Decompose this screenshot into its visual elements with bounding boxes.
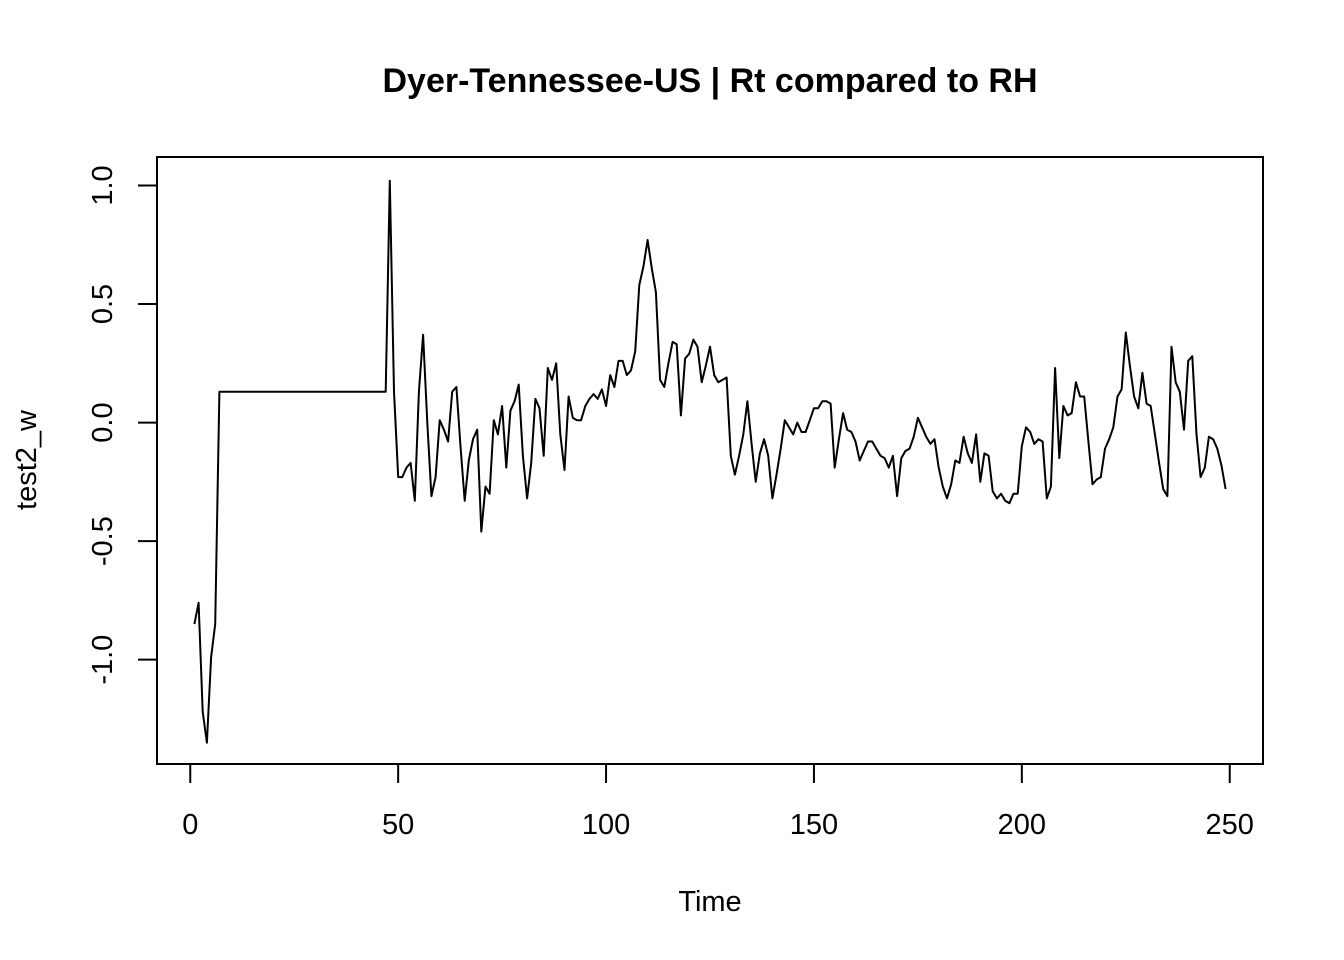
y-tick-label: 0.5 bbox=[87, 284, 119, 324]
y-axis: -1.0 -0.5 0.0 0.5 1.0 bbox=[87, 165, 158, 685]
x-tick-label: 100 bbox=[582, 809, 630, 841]
x-axis: 0 50 100 150 200 250 bbox=[182, 763, 1254, 841]
y-tick-label: 0.0 bbox=[87, 402, 119, 442]
y-axis-label: test2_w bbox=[11, 409, 43, 510]
x-tick-label: 250 bbox=[1206, 809, 1254, 841]
y-tick-label: 1.0 bbox=[87, 165, 119, 205]
plot-frame bbox=[156, 156, 1264, 765]
x-tick-label: 50 bbox=[382, 809, 414, 841]
x-tick-label: 200 bbox=[998, 809, 1046, 841]
y-tick-label: -0.5 bbox=[87, 516, 119, 566]
chart-title: Dyer-Tennessee-US | Rt compared to RH bbox=[382, 62, 1037, 100]
y-tick-label: -1.0 bbox=[87, 635, 119, 685]
x-tick-label: 150 bbox=[790, 809, 838, 841]
series-line bbox=[193, 179, 1227, 744]
x-tick-label: 0 bbox=[182, 809, 198, 841]
x-axis-label: Time bbox=[678, 886, 741, 918]
